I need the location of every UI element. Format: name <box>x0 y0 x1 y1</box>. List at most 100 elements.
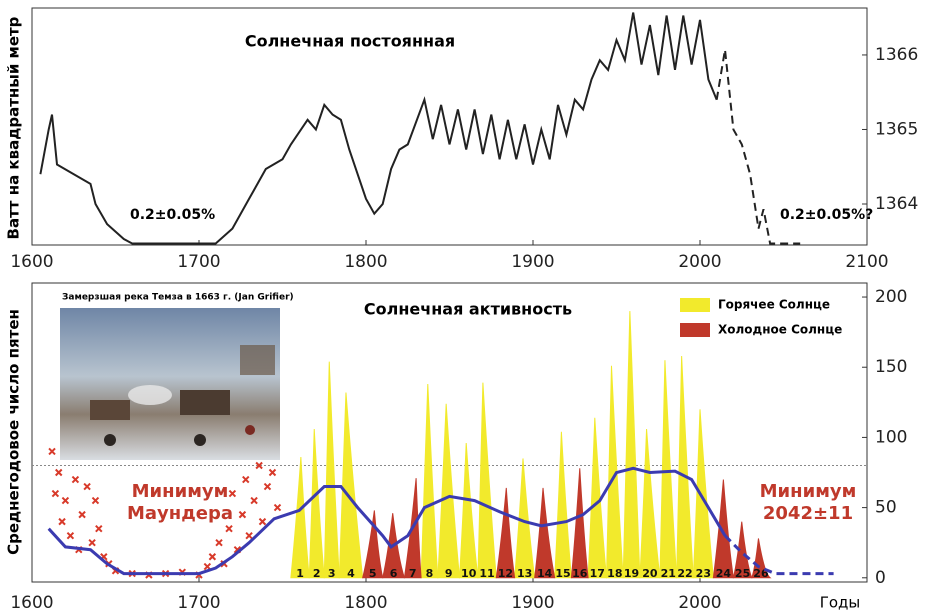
cycle-label: 22 <box>677 567 692 580</box>
x-tick-label: 1800 <box>344 593 387 611</box>
observation-point <box>264 484 270 490</box>
observation-point <box>89 540 95 546</box>
x-tick-label: 2100 <box>845 252 888 272</box>
x-tick-label: 1600 <box>10 252 53 272</box>
legend-swatch <box>680 298 710 312</box>
observation-point <box>226 526 232 532</box>
y-tick-label: 0 <box>875 568 886 588</box>
cycle-area <box>555 432 572 578</box>
cycle-label: 24 <box>716 567 732 580</box>
chart: Ватт на квадратный метр Среднегодовое чи… <box>0 0 937 611</box>
cycle-label: 12 <box>498 567 513 580</box>
observation-point <box>62 498 68 504</box>
cycle-label: 14 <box>537 567 553 580</box>
annotation: 0.2±0.05% <box>130 207 215 223</box>
cycle-area <box>713 480 733 578</box>
observation-point <box>49 448 55 454</box>
cycle-area <box>496 488 514 578</box>
chart-title: Солнечная активность <box>364 300 572 319</box>
x-axis-title: Годы <box>820 594 861 611</box>
observation-point <box>96 526 102 532</box>
cycle-label: 16 <box>572 567 588 580</box>
x-tick-label: 1900 <box>511 252 554 272</box>
x-tick-label: 1900 <box>511 593 554 611</box>
cycle-label: 8 <box>426 567 434 580</box>
cycle-area <box>693 409 713 577</box>
y-axis-title: Среднегодовое число пятен <box>5 309 23 555</box>
annotation: Минимум <box>132 481 229 502</box>
cycle-area <box>438 404 460 578</box>
annotation: 0.2±0.05%? <box>780 207 873 223</box>
cycle-label: 15 <box>555 567 570 580</box>
observation-point <box>229 491 235 497</box>
y-tick-label: 200 <box>875 287 907 307</box>
observation-point <box>246 533 252 539</box>
cycle-area <box>535 488 555 578</box>
cycle-label: 17 <box>590 567 605 580</box>
legend-label: Горячее Солнце <box>718 298 830 312</box>
annotation: Маундера <box>127 503 233 524</box>
cycle-area <box>677 356 694 578</box>
cycle-area <box>588 418 606 578</box>
cycle-area <box>421 384 438 578</box>
observation-point <box>216 540 222 546</box>
y-tick-label: 150 <box>875 357 907 377</box>
x-tick-label: 1800 <box>344 252 387 272</box>
cycle-label: 9 <box>445 567 453 580</box>
observation-point <box>67 533 73 539</box>
x-tick-label: 1600 <box>10 593 53 611</box>
cycle-area <box>324 362 339 578</box>
x-tick-label: 2000 <box>678 252 721 272</box>
observation-point <box>92 498 98 504</box>
observation-point <box>259 519 265 525</box>
cycle-label: 13 <box>517 567 532 580</box>
legend-swatch <box>680 323 710 337</box>
observation-point <box>72 477 78 483</box>
cycle-area <box>571 468 588 577</box>
observation-point <box>209 554 215 560</box>
cycle-area <box>640 429 660 578</box>
cycle-area <box>460 443 478 578</box>
cycle-area <box>291 457 309 578</box>
cycle-label: 25 <box>735 567 750 580</box>
observation-point <box>274 505 280 511</box>
cycle-area <box>309 429 324 578</box>
observation-point <box>269 470 275 476</box>
cycle-label: 4 <box>347 567 355 580</box>
annotation: Минимум <box>760 481 857 502</box>
image-caption: Замерзшая река Темза в 1663 г. (Jan Grif… <box>62 293 294 303</box>
cycle-label: 19 <box>624 567 639 580</box>
observation-point <box>59 519 65 525</box>
cycle-label: 2 <box>313 567 321 580</box>
y-tick-label: 1364 <box>875 194 918 214</box>
observation-point <box>251 498 257 504</box>
chart-title: Солнечная постоянная <box>245 32 455 51</box>
x-tick-label: 1700 <box>177 593 220 611</box>
cycle-area <box>339 392 362 577</box>
cycle-area <box>623 311 640 578</box>
observation-point <box>56 470 62 476</box>
cycle-label: 6 <box>390 567 398 580</box>
annotation: 2042±11 <box>763 503 853 524</box>
cycle-label: 10 <box>461 567 477 580</box>
y-tick-label: 1365 <box>875 119 918 139</box>
y-tick-label: 100 <box>875 427 907 447</box>
cycle-label: 1 <box>296 567 304 580</box>
y-tick-label: 50 <box>875 498 897 518</box>
cycle-label: 7 <box>409 567 417 580</box>
x-tick-label: 2000 <box>678 593 721 611</box>
y-axis-title: Ватт на квадратный метр <box>5 16 23 239</box>
cycle-label: 3 <box>328 567 336 580</box>
observation-point <box>84 484 90 490</box>
cycle-label: 23 <box>696 567 711 580</box>
legend-label: Холодное Солнце <box>718 323 842 337</box>
cycle-area <box>660 360 677 578</box>
cycle-label: 21 <box>661 567 676 580</box>
observation-point <box>243 477 249 483</box>
x-tick-label: 1700 <box>177 252 220 272</box>
observation-point <box>52 491 58 497</box>
cycle-label: 20 <box>642 567 658 580</box>
cycle-label: 18 <box>607 567 622 580</box>
cycle-label: 5 <box>369 567 377 580</box>
observation-point <box>239 512 245 518</box>
